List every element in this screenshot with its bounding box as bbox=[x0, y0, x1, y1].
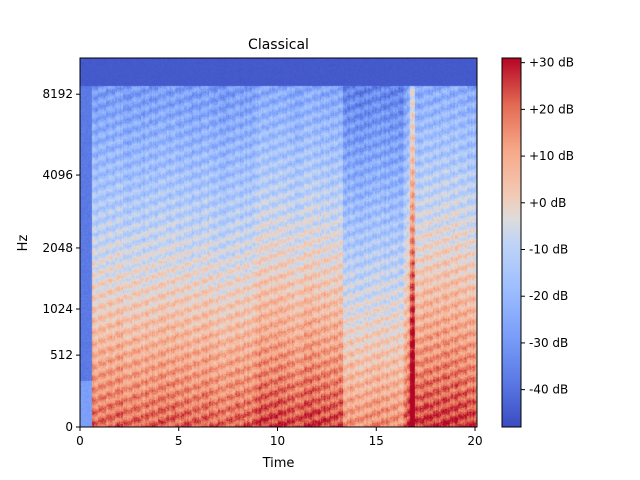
y-tick-label: 1024 bbox=[42, 302, 73, 316]
spectrogram-plot-area bbox=[80, 58, 477, 427]
y-tick-label: 8192 bbox=[42, 87, 73, 101]
colorbar bbox=[501, 57, 522, 428]
colorbar-tick-label: +20 dB bbox=[529, 102, 574, 116]
colorbar-tick-label: -30 dB bbox=[529, 336, 568, 350]
y-tick-label: 0 bbox=[65, 420, 73, 434]
colorbar-tick-label: -20 dB bbox=[529, 289, 568, 303]
plot-frame bbox=[79, 57, 478, 428]
y-axis: 0 512 1024 2048 4096 8192 bbox=[42, 87, 80, 434]
y-tick-label: 2048 bbox=[42, 241, 73, 255]
x-tick-label: 10 bbox=[270, 434, 285, 448]
colorbar-tick-label: -10 dB bbox=[529, 243, 568, 257]
chart-title: Classical bbox=[248, 37, 309, 53]
y-tick-label: 512 bbox=[50, 348, 73, 362]
spectrogram-image bbox=[80, 58, 477, 427]
colorbar-tick-label: +10 dB bbox=[529, 149, 574, 163]
y-tick-label: 4096 bbox=[42, 168, 73, 182]
x-axis-label: Time bbox=[262, 456, 295, 471]
colorbar-tick-label: -40 dB bbox=[529, 383, 568, 397]
x-tick-label: 15 bbox=[369, 434, 384, 448]
y-axis-label: Hz bbox=[16, 235, 31, 252]
x-tick-label: 5 bbox=[175, 434, 183, 448]
colorbar-axis: +30 dB +20 dB +10 dB +0 dB -10 dB -20 dB -30 d… bbox=[521, 56, 574, 397]
colorbar-tick-label: +30 dB bbox=[529, 56, 574, 70]
x-tick-label: 20 bbox=[467, 434, 482, 448]
x-axis: 0 5 10 15 20 bbox=[76, 427, 483, 448]
colorbar-tick-label: +0 dB bbox=[529, 196, 566, 210]
x-tick-label: 0 bbox=[76, 434, 84, 448]
